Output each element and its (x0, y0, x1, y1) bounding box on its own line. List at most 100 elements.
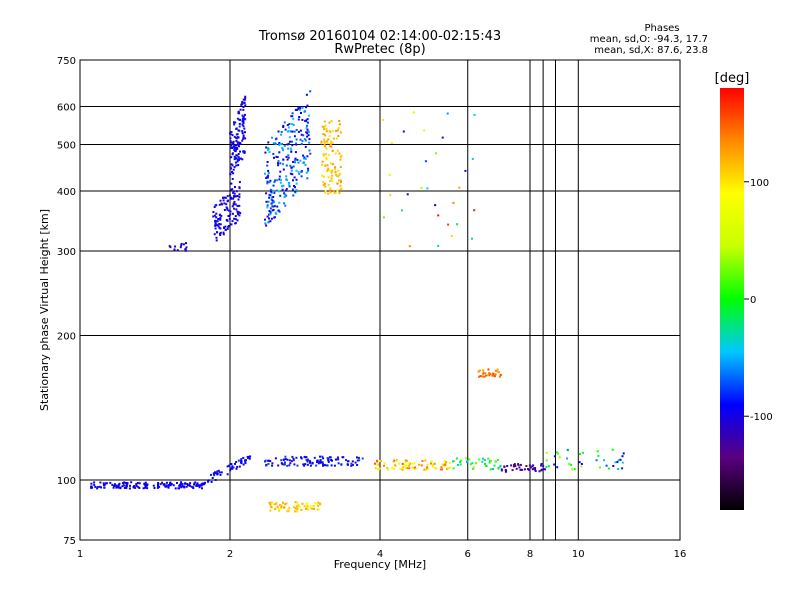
echo-point (236, 213, 239, 216)
echo-point (286, 458, 289, 461)
echo-point (322, 133, 325, 135)
echo-point (223, 209, 226, 211)
echo-point (230, 223, 233, 226)
echo-point (471, 237, 473, 240)
echo-point (299, 129, 302, 132)
echo-point (226, 465, 229, 468)
echo-point (270, 202, 273, 205)
echo-point (270, 501, 273, 504)
echo-point (456, 223, 459, 226)
echo-point (192, 486, 195, 489)
echo-point (426, 463, 429, 466)
echo-point (232, 172, 235, 175)
echo-point (113, 483, 116, 486)
echo-point (267, 459, 270, 462)
echo-point (246, 455, 249, 458)
echo-point (306, 502, 309, 505)
echo-point (235, 146, 238, 149)
echo-point (487, 368, 490, 371)
echo-point (482, 369, 485, 372)
echo-point (271, 464, 274, 467)
echo-point (232, 142, 234, 145)
echo-point (471, 462, 474, 465)
echo-point (292, 194, 295, 197)
echo-point (336, 182, 339, 185)
echo-point (300, 142, 303, 145)
echo-point (117, 485, 120, 488)
echo-point (483, 459, 486, 461)
echo-point (224, 228, 227, 231)
echo-point (217, 225, 220, 228)
echo-point (180, 485, 183, 488)
echo-point (558, 456, 561, 459)
echo-point (307, 459, 310, 462)
echo-point (286, 464, 289, 467)
echo-point (271, 136, 273, 139)
echo-point (277, 508, 280, 511)
echo-point (182, 243, 185, 246)
echo-point (424, 459, 427, 462)
echo-point (496, 459, 499, 461)
echo-point (597, 454, 600, 457)
echo-point (282, 168, 285, 171)
echo-point (242, 125, 245, 128)
echo-point (185, 485, 188, 488)
echo-point (496, 370, 499, 373)
echo-point (267, 200, 270, 203)
echo-point (231, 164, 234, 167)
echo-point (243, 151, 246, 154)
echo-point (299, 138, 302, 141)
echo-point (295, 456, 298, 459)
echo-point (314, 502, 317, 505)
echo-point (280, 179, 282, 181)
echo-point (179, 483, 181, 486)
echo-point (121, 485, 124, 488)
echo-point (305, 131, 308, 134)
echo-point (310, 507, 313, 510)
echo-point (337, 135, 340, 137)
echo-point (540, 464, 543, 467)
echo-point (98, 485, 101, 488)
echo-point (448, 461, 451, 464)
echo-point (244, 461, 247, 463)
echo-point (219, 227, 222, 230)
echo-point (469, 463, 472, 466)
echo-point (308, 141, 311, 144)
echo-point (234, 215, 237, 218)
echo-point (242, 115, 245, 118)
echo-point (226, 207, 229, 210)
colorbar-tick-label: 100 (750, 178, 769, 189)
echo-point (528, 464, 531, 467)
echo-point (446, 112, 449, 115)
echo-point (213, 474, 216, 477)
echo-point (309, 461, 312, 464)
echo-point (217, 218, 220, 220)
echo-point (319, 459, 322, 461)
echo-point (274, 503, 277, 506)
echo-point (185, 246, 188, 249)
echo-point (233, 192, 236, 195)
echo-point (227, 225, 230, 228)
echo-point (308, 131, 311, 133)
echo-point (320, 140, 323, 143)
echo-point (222, 233, 225, 236)
echo-point (179, 485, 181, 488)
echo-point (304, 456, 307, 459)
echo-point (452, 467, 455, 470)
echo-point (214, 224, 217, 227)
echo-point (266, 176, 269, 179)
x-tick-label: 16 (674, 549, 687, 560)
echo-point (118, 482, 121, 485)
echo-point (304, 463, 307, 466)
echo-point (273, 200, 276, 203)
echo-point (513, 463, 516, 466)
echo-point (291, 115, 294, 118)
echo-point (285, 502, 288, 505)
echo-point (239, 150, 241, 153)
echo-point (514, 465, 517, 467)
echo-point (144, 485, 147, 487)
echo-point (229, 173, 232, 176)
echo-point (330, 177, 333, 180)
echo-point (232, 466, 235, 469)
echo-point (324, 164, 327, 167)
